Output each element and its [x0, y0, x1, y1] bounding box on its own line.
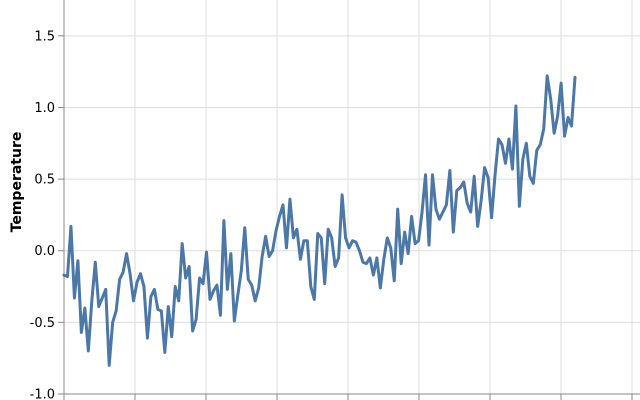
y-tick-label: 1.0	[34, 101, 55, 116]
y-gridlines	[64, 35, 640, 395]
temperature-series-line	[62, 74, 577, 367]
y-axis-title: Temperature	[9, 132, 25, 233]
y-tick-label: -0.5	[30, 316, 55, 331]
y-axis: -1.0 -0.5 0.0 0.5 1.0 1.5	[30, 0, 65, 400]
y-tick-label: 1.5	[34, 29, 55, 44]
y-tick-label: 0.0	[34, 244, 55, 259]
plot-area	[62, 74, 577, 367]
y-tick-label: 0.5	[34, 173, 55, 188]
y-tick-label: -1.0	[30, 388, 55, 400]
x-axis	[63, 393, 640, 400]
x-gridlines	[134, 0, 633, 394]
